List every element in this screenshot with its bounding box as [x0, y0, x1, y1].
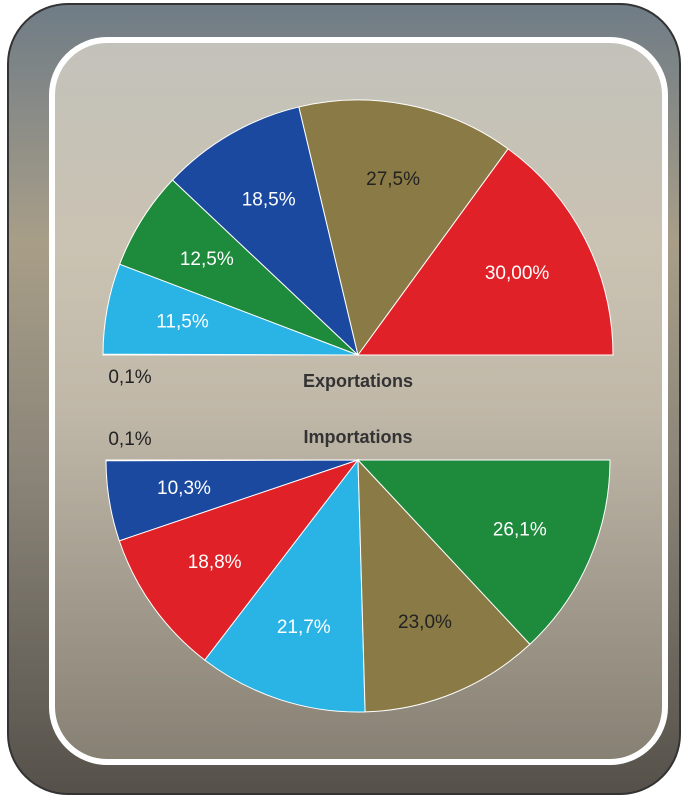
value-label: 10,3%	[157, 478, 211, 499]
value-label: 27,5%	[366, 169, 420, 190]
chart: 0,1% 11,5% 12,5% 18,5% 27,5% 30,00% Exportatio…	[0, 0, 688, 799]
value-label: 12,5%	[180, 249, 234, 270]
value-label: 23,0%	[398, 612, 452, 633]
page: 0,1% 11,5% 12,5% 18,5% 27,5% 30,00% Exportatio…	[0, 0, 688, 799]
chart-title: Importations	[303, 427, 412, 447]
value-label: 21,7%	[277, 617, 331, 638]
value-label: 18,5%	[242, 189, 296, 210]
value-label: 0,1%	[108, 367, 151, 388]
value-label: 0,1%	[108, 429, 151, 450]
value-label: 18,8%	[188, 552, 242, 573]
value-label: 30,00%	[485, 263, 550, 284]
value-label: 11,5%	[156, 311, 209, 332]
value-label: 26,1%	[493, 519, 547, 540]
chart-title: Exportations	[303, 371, 413, 391]
